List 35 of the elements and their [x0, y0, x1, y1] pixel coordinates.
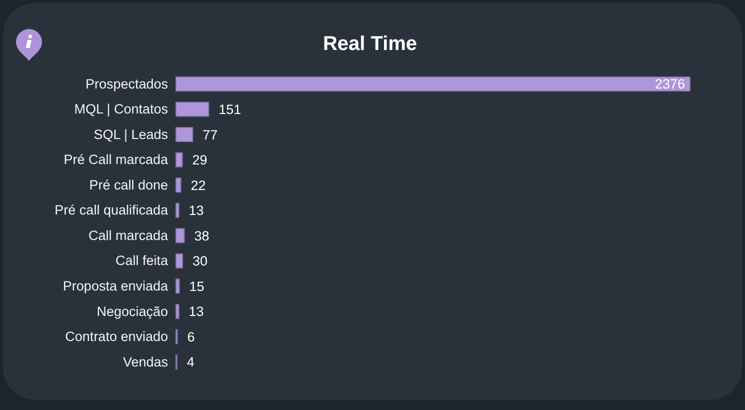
data-label: 30 — [192, 254, 208, 269]
y-tick-label: Contrato enviado — [65, 329, 168, 344]
bar — [176, 127, 194, 142]
y-tick-label: Negociação — [96, 304, 168, 319]
y-tick-label: Pré call qualificada — [54, 202, 168, 218]
data-label: 29 — [192, 152, 208, 168]
data-label: 77 — [202, 127, 218, 142]
y-tick-label: Proposta enviada — [62, 278, 168, 294]
data-label: 38 — [194, 228, 210, 244]
y-tick-label: SQL | Leads — [94, 126, 168, 142]
bar — [176, 304, 180, 319]
bar — [176, 253, 183, 268]
data-label: 15 — [189, 278, 204, 294]
bar — [176, 152, 183, 168]
data-label: 13 — [188, 203, 204, 218]
y-tick-label: Pré Call marcada — [64, 152, 168, 168]
y-tick-label: MQL | Contatos — [74, 102, 168, 117]
bar — [176, 76, 690, 92]
data-label: 6 — [187, 329, 195, 344]
bar — [176, 178, 182, 193]
data-label: 4 — [186, 354, 195, 370]
bar — [176, 102, 210, 117]
bar — [176, 278, 180, 294]
y-tick-label: Vendas — [122, 354, 168, 370]
y-tick-label: Call feita — [115, 253, 168, 268]
bar — [176, 228, 185, 244]
chart-title: Real Time — [322, 33, 418, 55]
data-label: 2376 — [654, 76, 685, 92]
data-label: 13 — [188, 304, 204, 320]
y-tick-label: Call marcada — [88, 228, 168, 243]
y-tick-label: Pré call done — [89, 177, 168, 192]
data-label: 22 — [190, 178, 206, 193]
bar — [176, 202, 180, 218]
y-tick-label: Prospectados — [85, 76, 168, 92]
data-label: 151 — [218, 102, 242, 117]
